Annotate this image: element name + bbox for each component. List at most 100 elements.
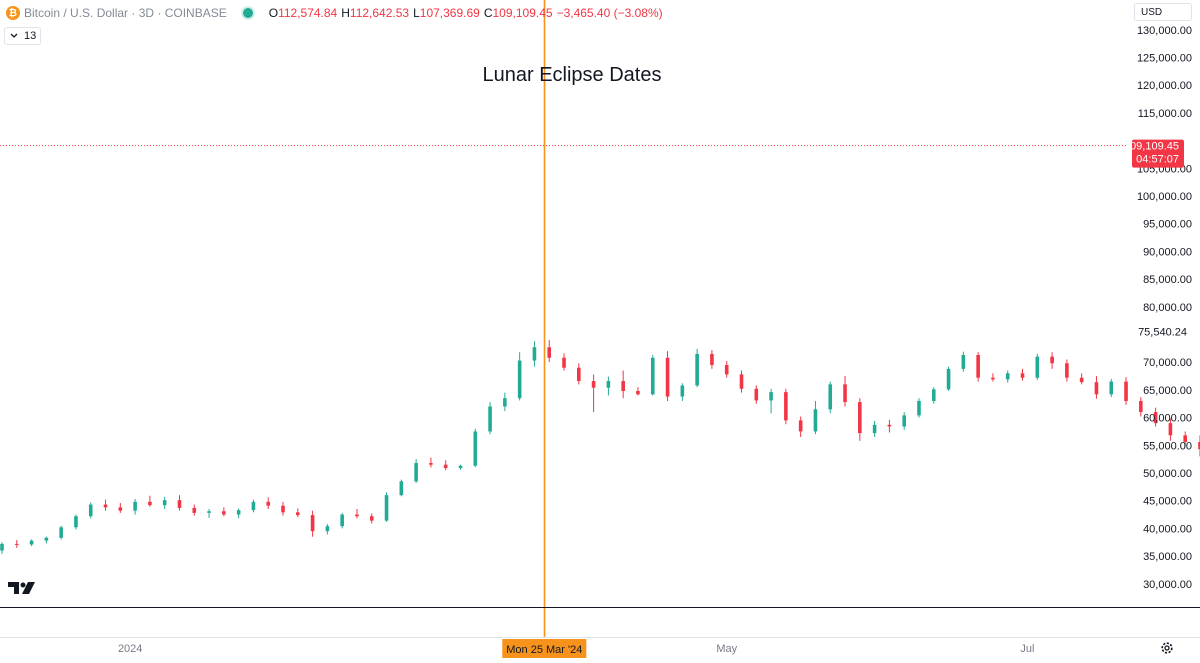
candle-body xyxy=(326,526,330,531)
candle-body xyxy=(888,425,892,427)
candle xyxy=(74,515,78,530)
candle xyxy=(814,401,818,434)
candle xyxy=(459,465,463,470)
event-lines xyxy=(545,0,1200,637)
candle xyxy=(1006,371,1010,383)
candle-body xyxy=(962,355,966,369)
candle xyxy=(1036,354,1040,380)
y-tick-label: 80,000.00 xyxy=(1143,302,1192,314)
tradingview-logo-icon[interactable] xyxy=(8,580,38,596)
candle xyxy=(962,352,966,372)
candle-body xyxy=(370,516,374,520)
candle-body xyxy=(311,515,315,531)
y-tick-label: 55,000.00 xyxy=(1143,440,1192,452)
candle xyxy=(385,492,389,521)
candle-body xyxy=(459,466,463,468)
candle xyxy=(281,502,285,516)
y-tick-label: 125,000.00 xyxy=(1137,53,1192,65)
y-tick-label: 130,000.00 xyxy=(1137,25,1192,37)
low-value: 107,369.69 xyxy=(420,6,480,20)
y-tick-label: 40,000.00 xyxy=(1143,523,1192,535)
candle-body xyxy=(547,347,551,358)
open-label: O xyxy=(269,6,278,20)
symbol-label[interactable]: Bitcoin / U.S. Dollar · 3D · COINBASE xyxy=(24,6,227,20)
candle xyxy=(873,421,877,437)
candle-body xyxy=(414,463,418,481)
y-tick-label: 50,000.00 xyxy=(1143,468,1192,480)
gear-icon[interactable] xyxy=(1160,641,1174,655)
high-value: 112,642.53 xyxy=(350,6,409,20)
market-status-icon[interactable] xyxy=(243,8,253,18)
candle xyxy=(266,497,270,509)
candle-body xyxy=(74,516,78,527)
open-value: 112,574.84 xyxy=(278,6,337,20)
candle xyxy=(754,385,758,403)
high-label: H xyxy=(341,6,350,20)
candle-body xyxy=(1021,373,1025,377)
candle xyxy=(488,402,492,434)
candle-body xyxy=(636,391,640,394)
candle-body xyxy=(15,544,19,545)
currency-selector[interactable]: USD xyxy=(1134,3,1192,21)
candle-body xyxy=(873,425,877,433)
symbol-header: ₿ Bitcoin / U.S. Dollar · 3D · COINBASE … xyxy=(6,4,663,22)
candle-body xyxy=(947,369,951,389)
low-label: L xyxy=(413,6,420,20)
candle xyxy=(533,341,537,366)
y-tick-label: 100,000.00 xyxy=(1137,191,1192,203)
candle-body xyxy=(577,368,581,381)
y-tick-label: 85,000.00 xyxy=(1143,274,1192,286)
candle-body xyxy=(178,500,182,508)
candle xyxy=(355,509,359,518)
candle-body xyxy=(740,374,744,388)
y-tick-label: 120,000.00 xyxy=(1137,80,1192,92)
candle xyxy=(740,371,744,393)
candle-body xyxy=(518,361,522,399)
candle xyxy=(340,513,344,529)
axes: 30,000.0035,000.0040,000.0045,000.0050,0… xyxy=(0,25,1200,655)
y-tick-label: 45,000.00 xyxy=(1143,496,1192,508)
candle xyxy=(695,349,699,387)
indicator-toggle-button[interactable]: 13 xyxy=(4,27,41,45)
candle-body xyxy=(30,541,34,545)
candle xyxy=(0,542,4,554)
candle-body xyxy=(207,511,211,513)
candle-body xyxy=(858,402,862,433)
change-value: −3,465.40 (−3.08%) xyxy=(557,6,663,20)
candle xyxy=(178,495,182,511)
candle-body xyxy=(237,510,241,514)
candle xyxy=(1065,359,1069,381)
candle-body xyxy=(296,512,300,515)
candle xyxy=(858,398,862,441)
close-label: C xyxy=(484,6,493,20)
candle xyxy=(400,480,404,497)
candle xyxy=(577,363,581,384)
x-tick-label: May xyxy=(716,643,737,655)
y-tick-label: 30,000.00 xyxy=(1143,579,1192,591)
y-tick-label: 60,000.00 xyxy=(1143,413,1192,425)
candle-body xyxy=(1139,401,1143,412)
candle-body xyxy=(1080,378,1084,382)
y-tick-label: 115,000.00 xyxy=(1138,108,1192,120)
candle-body xyxy=(429,463,433,465)
candle xyxy=(45,537,49,544)
x-tick-label: 2024 xyxy=(118,643,142,655)
candle-body xyxy=(192,508,196,513)
candle xyxy=(104,500,108,511)
candle xyxy=(1050,352,1054,369)
candle xyxy=(89,502,93,518)
price-badge-countdown: 04:57:07 xyxy=(1136,154,1179,166)
candle-body xyxy=(681,385,685,396)
price-badge-price: 109,109.45 xyxy=(1124,141,1179,153)
candles xyxy=(0,60,1200,554)
candle xyxy=(799,416,803,436)
candle-body xyxy=(59,527,63,538)
candle xyxy=(976,352,980,381)
candle xyxy=(59,526,63,540)
candle-body xyxy=(651,358,655,395)
candle-body xyxy=(1169,423,1173,435)
